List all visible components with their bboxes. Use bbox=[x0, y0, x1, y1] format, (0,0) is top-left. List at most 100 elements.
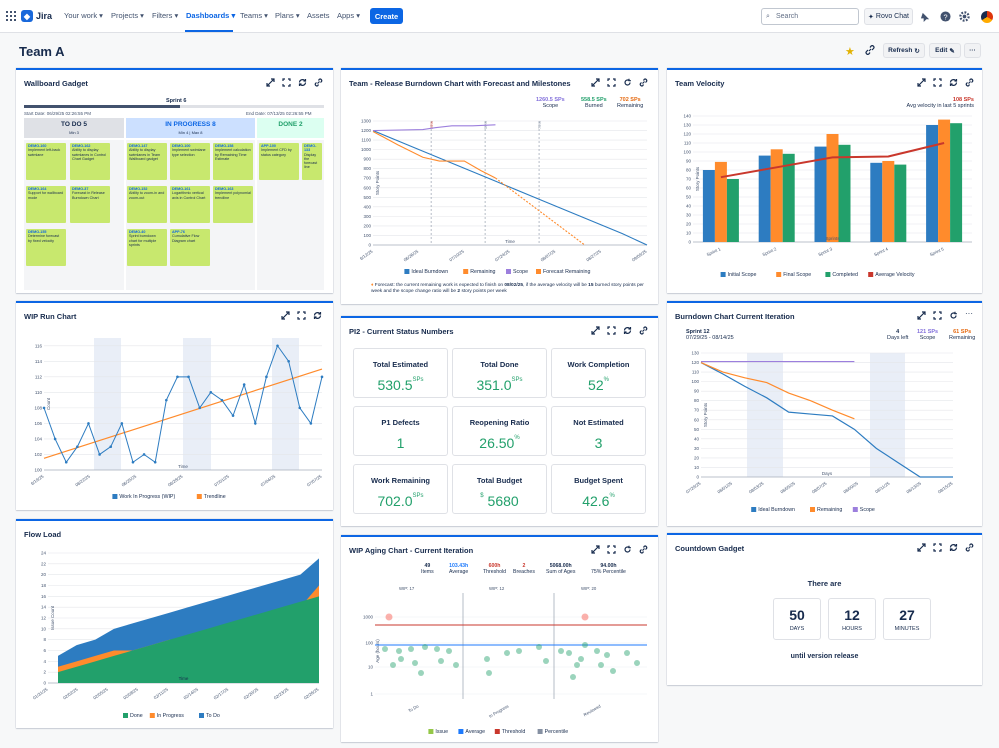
nav-dashboards[interactable]: Dashboards ▾ bbox=[186, 11, 236, 20]
issue-card[interactable]: DEMO-163 Implement polynomial trendline bbox=[213, 186, 253, 223]
issue-card[interactable]: DEMO-155 Determine forecast by fixed velo… bbox=[26, 229, 66, 266]
collapse-icon[interactable] bbox=[917, 311, 926, 320]
x-axis-label: Time bbox=[505, 239, 515, 244]
burndown-chart: 0 10 20 30 40 50 60 70 80 90 100 110 120 130 07/29/25 0… bbox=[685, 351, 954, 514]
link-icon[interactable] bbox=[965, 78, 974, 87]
wip-point bbox=[187, 375, 190, 379]
issue-card[interactable]: DEMO-161 Logarithmic vertical axis in Con… bbox=[170, 186, 210, 223]
collapse-icon[interactable] bbox=[281, 311, 290, 320]
refresh-icon[interactable] bbox=[949, 311, 958, 320]
nav-filters[interactable]: Filters ▾ bbox=[152, 11, 179, 20]
issue-card[interactable]: DEMO-147 Ability to display swimlanes in … bbox=[127, 143, 167, 180]
weekend-band bbox=[272, 338, 299, 470]
aging-stat: 600h Threshold bbox=[483, 563, 506, 575]
bar bbox=[770, 149, 783, 242]
legend-swatch bbox=[112, 494, 118, 499]
issue-card[interactable]: DEMO-133 Display the forecast line bbox=[302, 143, 322, 180]
issue-card[interactable]: DEMO-158 Implement calculation by Remaini… bbox=[213, 143, 253, 180]
sync-icon[interactable] bbox=[313, 311, 322, 320]
y-tick-label: 100 bbox=[683, 150, 691, 155]
issue-card[interactable]: APP-76 Cumulative Flow Diagram chart bbox=[170, 229, 210, 266]
y-tick-label: 1000 bbox=[361, 147, 372, 152]
sync-icon[interactable] bbox=[623, 326, 632, 335]
jira-logo[interactable]: ◆ Jira bbox=[21, 10, 52, 22]
settings-gear-icon[interactable] bbox=[959, 11, 970, 22]
star-icon[interactable]: ★ bbox=[845, 46, 855, 58]
x-tick-label: 02/08/25 bbox=[122, 686, 139, 700]
series-line-forecast-remaining bbox=[495, 177, 586, 246]
collapse-icon[interactable] bbox=[591, 326, 600, 335]
issue-card[interactable]: DEMO-164 Support for wallboard mode bbox=[26, 186, 66, 223]
aging-stat-value: 600h bbox=[488, 563, 501, 569]
legend-swatch bbox=[720, 272, 726, 277]
issue-card[interactable]: DEMO-160 Implement left-back swimlane bbox=[26, 143, 66, 180]
fullscreen-icon[interactable] bbox=[297, 311, 306, 320]
wip-point bbox=[76, 445, 79, 449]
series-line-ideal-burndown bbox=[372, 130, 648, 246]
issue-card[interactable]: APP-100 Implement CFD by status category bbox=[259, 143, 299, 180]
issue-point bbox=[398, 656, 404, 662]
aging-stat-label: Breaches bbox=[513, 569, 535, 575]
wip-label: WIP: 20 bbox=[581, 586, 597, 591]
sync-icon[interactable] bbox=[949, 78, 958, 87]
fullscreen-icon[interactable] bbox=[282, 78, 291, 87]
y-tick-label: 2 bbox=[43, 670, 46, 675]
aging-stat: 2 Breaches bbox=[513, 563, 535, 575]
nav-projects[interactable]: Projects ▾ bbox=[111, 11, 144, 20]
fullscreen-icon[interactable] bbox=[933, 78, 942, 87]
issue-card[interactable]: DEMO-40 Sprint burndown chart for multipl… bbox=[127, 229, 167, 266]
collapse-icon[interactable] bbox=[917, 543, 926, 552]
stat-remaining: 702 SPs Remaining bbox=[617, 97, 644, 109]
collapse-icon[interactable] bbox=[917, 78, 926, 87]
fullscreen-icon[interactable] bbox=[933, 311, 942, 320]
nav-apps[interactable]: Apps ▾ bbox=[337, 11, 360, 20]
fullscreen-icon[interactable] bbox=[607, 326, 616, 335]
y-tick-label: 4 bbox=[43, 659, 46, 664]
nav-teams[interactable]: Teams ▾ bbox=[240, 11, 268, 20]
legend-swatch bbox=[810, 507, 815, 512]
create-button[interactable]: Create bbox=[370, 8, 403, 24]
nav-your-work[interactable]: Your work ▾ bbox=[64, 11, 103, 20]
fullscreen-icon[interactable] bbox=[607, 545, 616, 554]
legend-swatch bbox=[536, 269, 541, 274]
sync-icon[interactable] bbox=[949, 543, 958, 552]
fullscreen-icon[interactable] bbox=[933, 543, 942, 552]
y-tick-label: 500 bbox=[363, 195, 371, 200]
issue-card[interactable]: DEMO-152 Ability to zoom-in and zoom-out bbox=[127, 186, 167, 223]
search-input[interactable]: ⌕ Search bbox=[761, 8, 859, 25]
link-icon[interactable] bbox=[639, 326, 648, 335]
user-avatar[interactable] bbox=[981, 11, 993, 23]
bar bbox=[938, 119, 951, 242]
sync-icon[interactable] bbox=[298, 78, 307, 87]
share-link-icon[interactable] bbox=[865, 45, 875, 55]
nav-plans[interactable]: Plans ▾ bbox=[275, 11, 300, 20]
collapse-icon[interactable] bbox=[266, 78, 275, 87]
app-switcher-icon[interactable] bbox=[6, 11, 16, 21]
collapse-icon[interactable] bbox=[591, 78, 600, 87]
issue-card[interactable]: DEMO-162 Ability to display swimlanes in … bbox=[70, 143, 110, 180]
issue-card[interactable]: DEMO-37 Forecast in Release Burndown Char… bbox=[70, 186, 110, 223]
y-tick-label: 130 bbox=[683, 123, 691, 128]
refresh-icon[interactable] bbox=[623, 78, 632, 87]
refresh-icon[interactable] bbox=[623, 545, 632, 554]
more-actions-button[interactable]: ··· bbox=[964, 43, 981, 58]
more-icon[interactable]: ··· bbox=[965, 309, 973, 318]
fullscreen-icon[interactable] bbox=[607, 78, 616, 87]
link-icon[interactable] bbox=[965, 543, 974, 552]
issue-point bbox=[408, 646, 414, 652]
help-icon[interactable]: ? bbox=[940, 11, 951, 22]
link-icon[interactable] bbox=[639, 545, 648, 554]
edit-button[interactable]: Edit ✎ bbox=[929, 43, 961, 58]
y-tick-label: 60 bbox=[686, 186, 692, 191]
rovo-chat-button[interactable]: ✦ Rovo Chat bbox=[864, 8, 913, 25]
issue-card[interactable]: DEMO-100 Implement swimlane type selectio… bbox=[170, 143, 210, 180]
stat-remaining: 61 SPs Remaining bbox=[949, 329, 976, 341]
notifications-icon[interactable] bbox=[920, 11, 931, 22]
area-done bbox=[58, 596, 319, 683]
link-icon[interactable] bbox=[639, 78, 648, 87]
legend-swatch bbox=[494, 729, 500, 734]
nav-assets[interactable]: Assets bbox=[307, 11, 330, 20]
link-icon[interactable] bbox=[314, 78, 323, 87]
collapse-icon[interactable] bbox=[591, 545, 600, 554]
refresh-button[interactable]: Refresh ↻ bbox=[883, 43, 925, 58]
